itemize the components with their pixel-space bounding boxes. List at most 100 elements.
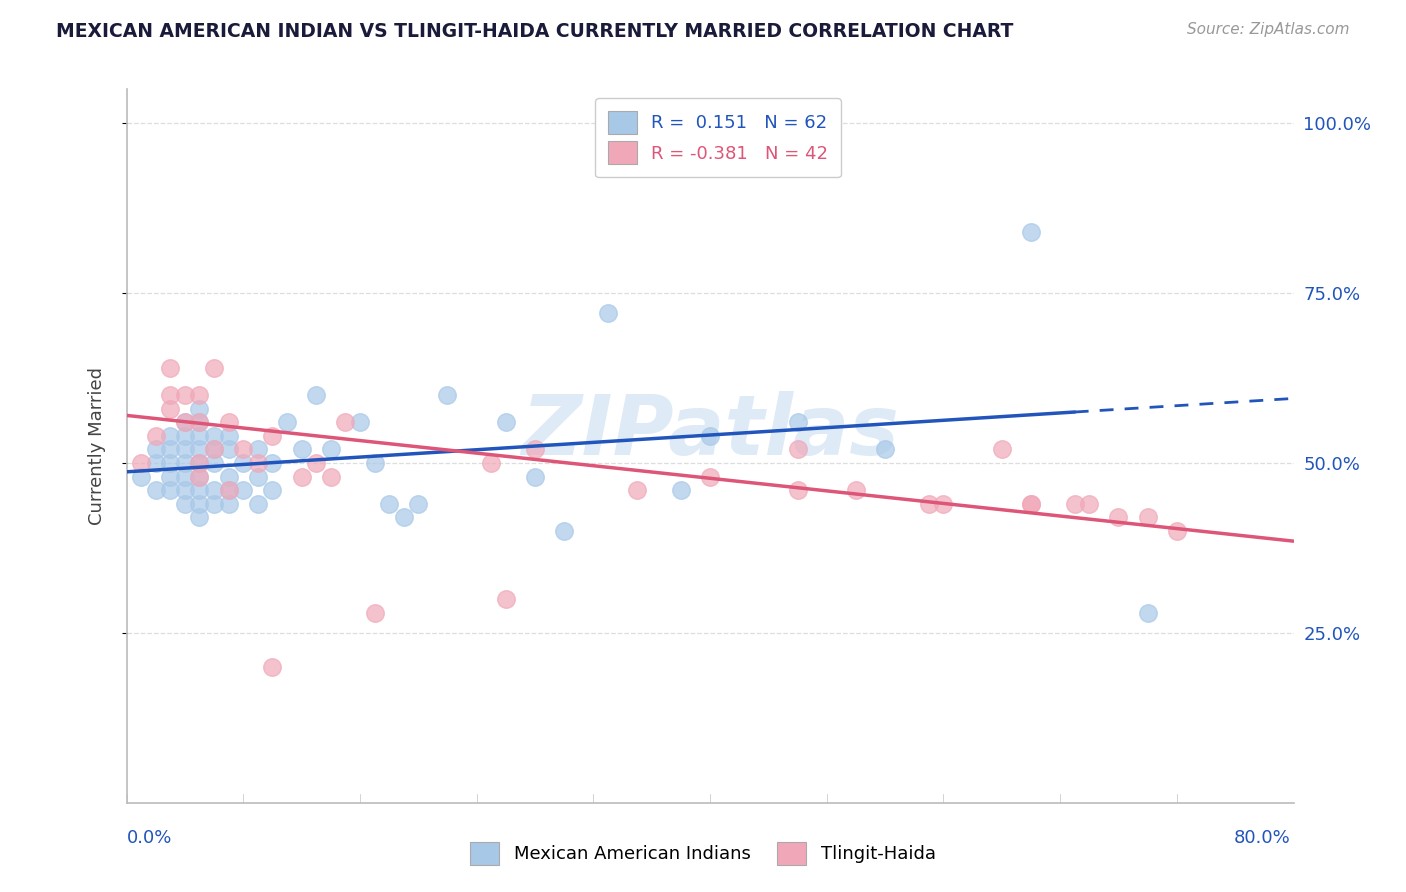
- Point: [786, 415, 808, 429]
- Point: [378, 497, 401, 511]
- Point: [188, 442, 211, 457]
- Point: [262, 429, 284, 443]
- Point: [218, 497, 240, 511]
- Point: [262, 483, 284, 498]
- Point: [1136, 606, 1159, 620]
- Point: [699, 469, 721, 483]
- Point: [188, 401, 211, 416]
- Point: [1019, 497, 1042, 511]
- Point: [335, 415, 357, 429]
- Point: [319, 469, 342, 483]
- Point: [188, 483, 211, 498]
- Point: [875, 442, 897, 457]
- Point: [174, 388, 197, 402]
- Text: Source: ZipAtlas.com: Source: ZipAtlas.com: [1187, 22, 1350, 37]
- Point: [918, 497, 941, 511]
- Point: [218, 469, 240, 483]
- Point: [145, 442, 167, 457]
- Point: [159, 442, 181, 457]
- Point: [1019, 497, 1042, 511]
- Point: [669, 483, 692, 498]
- Point: [174, 483, 197, 498]
- Point: [319, 442, 342, 457]
- Point: [349, 415, 371, 429]
- Point: [363, 456, 385, 470]
- Point: [188, 388, 211, 402]
- Legend: Mexican American Indians, Tlingit-Haida: Mexican American Indians, Tlingit-Haida: [461, 833, 945, 874]
- Point: [188, 456, 211, 470]
- Text: 0.0%: 0.0%: [127, 829, 172, 847]
- Point: [218, 442, 240, 457]
- Point: [159, 360, 181, 375]
- Point: [524, 469, 547, 483]
- Point: [626, 483, 648, 498]
- Point: [159, 401, 181, 416]
- Point: [932, 497, 955, 511]
- Point: [1019, 225, 1042, 239]
- Point: [218, 483, 240, 498]
- Point: [479, 456, 502, 470]
- Point: [159, 456, 181, 470]
- Point: [246, 442, 269, 457]
- Point: [202, 360, 225, 375]
- Point: [188, 456, 211, 470]
- Point: [129, 456, 152, 470]
- Point: [262, 660, 284, 674]
- Point: [145, 483, 167, 498]
- Point: [202, 497, 225, 511]
- Point: [174, 429, 197, 443]
- Point: [218, 429, 240, 443]
- Point: [363, 606, 385, 620]
- Point: [145, 456, 167, 470]
- Point: [174, 415, 197, 429]
- Text: MEXICAN AMERICAN INDIAN VS TLINGIT-HAIDA CURRENTLY MARRIED CORRELATION CHART: MEXICAN AMERICAN INDIAN VS TLINGIT-HAIDA…: [56, 22, 1014, 41]
- Point: [188, 415, 211, 429]
- Point: [786, 483, 808, 498]
- Point: [202, 483, 225, 498]
- Point: [218, 483, 240, 498]
- Point: [408, 497, 430, 511]
- Point: [524, 442, 547, 457]
- Point: [596, 306, 619, 320]
- Point: [990, 442, 1012, 457]
- Point: [159, 483, 181, 498]
- Point: [232, 483, 254, 498]
- Point: [174, 442, 197, 457]
- Point: [246, 456, 269, 470]
- Point: [845, 483, 868, 498]
- Point: [174, 415, 197, 429]
- Point: [188, 510, 211, 524]
- Y-axis label: Currently Married: Currently Married: [87, 367, 105, 525]
- Point: [246, 469, 269, 483]
- Point: [188, 415, 211, 429]
- Point: [188, 497, 211, 511]
- Point: [188, 469, 211, 483]
- Point: [495, 415, 517, 429]
- Point: [290, 442, 312, 457]
- Point: [1078, 497, 1101, 511]
- Point: [495, 591, 517, 606]
- Point: [159, 429, 181, 443]
- Point: [786, 442, 808, 457]
- Legend: R =  0.151   N = 62, R = -0.381   N = 42: R = 0.151 N = 62, R = -0.381 N = 42: [595, 98, 841, 178]
- Point: [202, 442, 225, 457]
- Text: ZIPatlas: ZIPatlas: [522, 392, 898, 472]
- Point: [174, 497, 197, 511]
- Point: [1166, 524, 1188, 538]
- Point: [290, 469, 312, 483]
- Point: [553, 524, 575, 538]
- Point: [276, 415, 298, 429]
- Point: [305, 388, 328, 402]
- Point: [246, 497, 269, 511]
- Point: [232, 456, 254, 470]
- Point: [262, 456, 284, 470]
- Point: [159, 388, 181, 402]
- Point: [392, 510, 415, 524]
- Point: [436, 388, 458, 402]
- Point: [1136, 510, 1159, 524]
- Point: [305, 456, 328, 470]
- Point: [174, 469, 197, 483]
- Point: [1063, 497, 1085, 511]
- Point: [202, 456, 225, 470]
- Point: [159, 469, 181, 483]
